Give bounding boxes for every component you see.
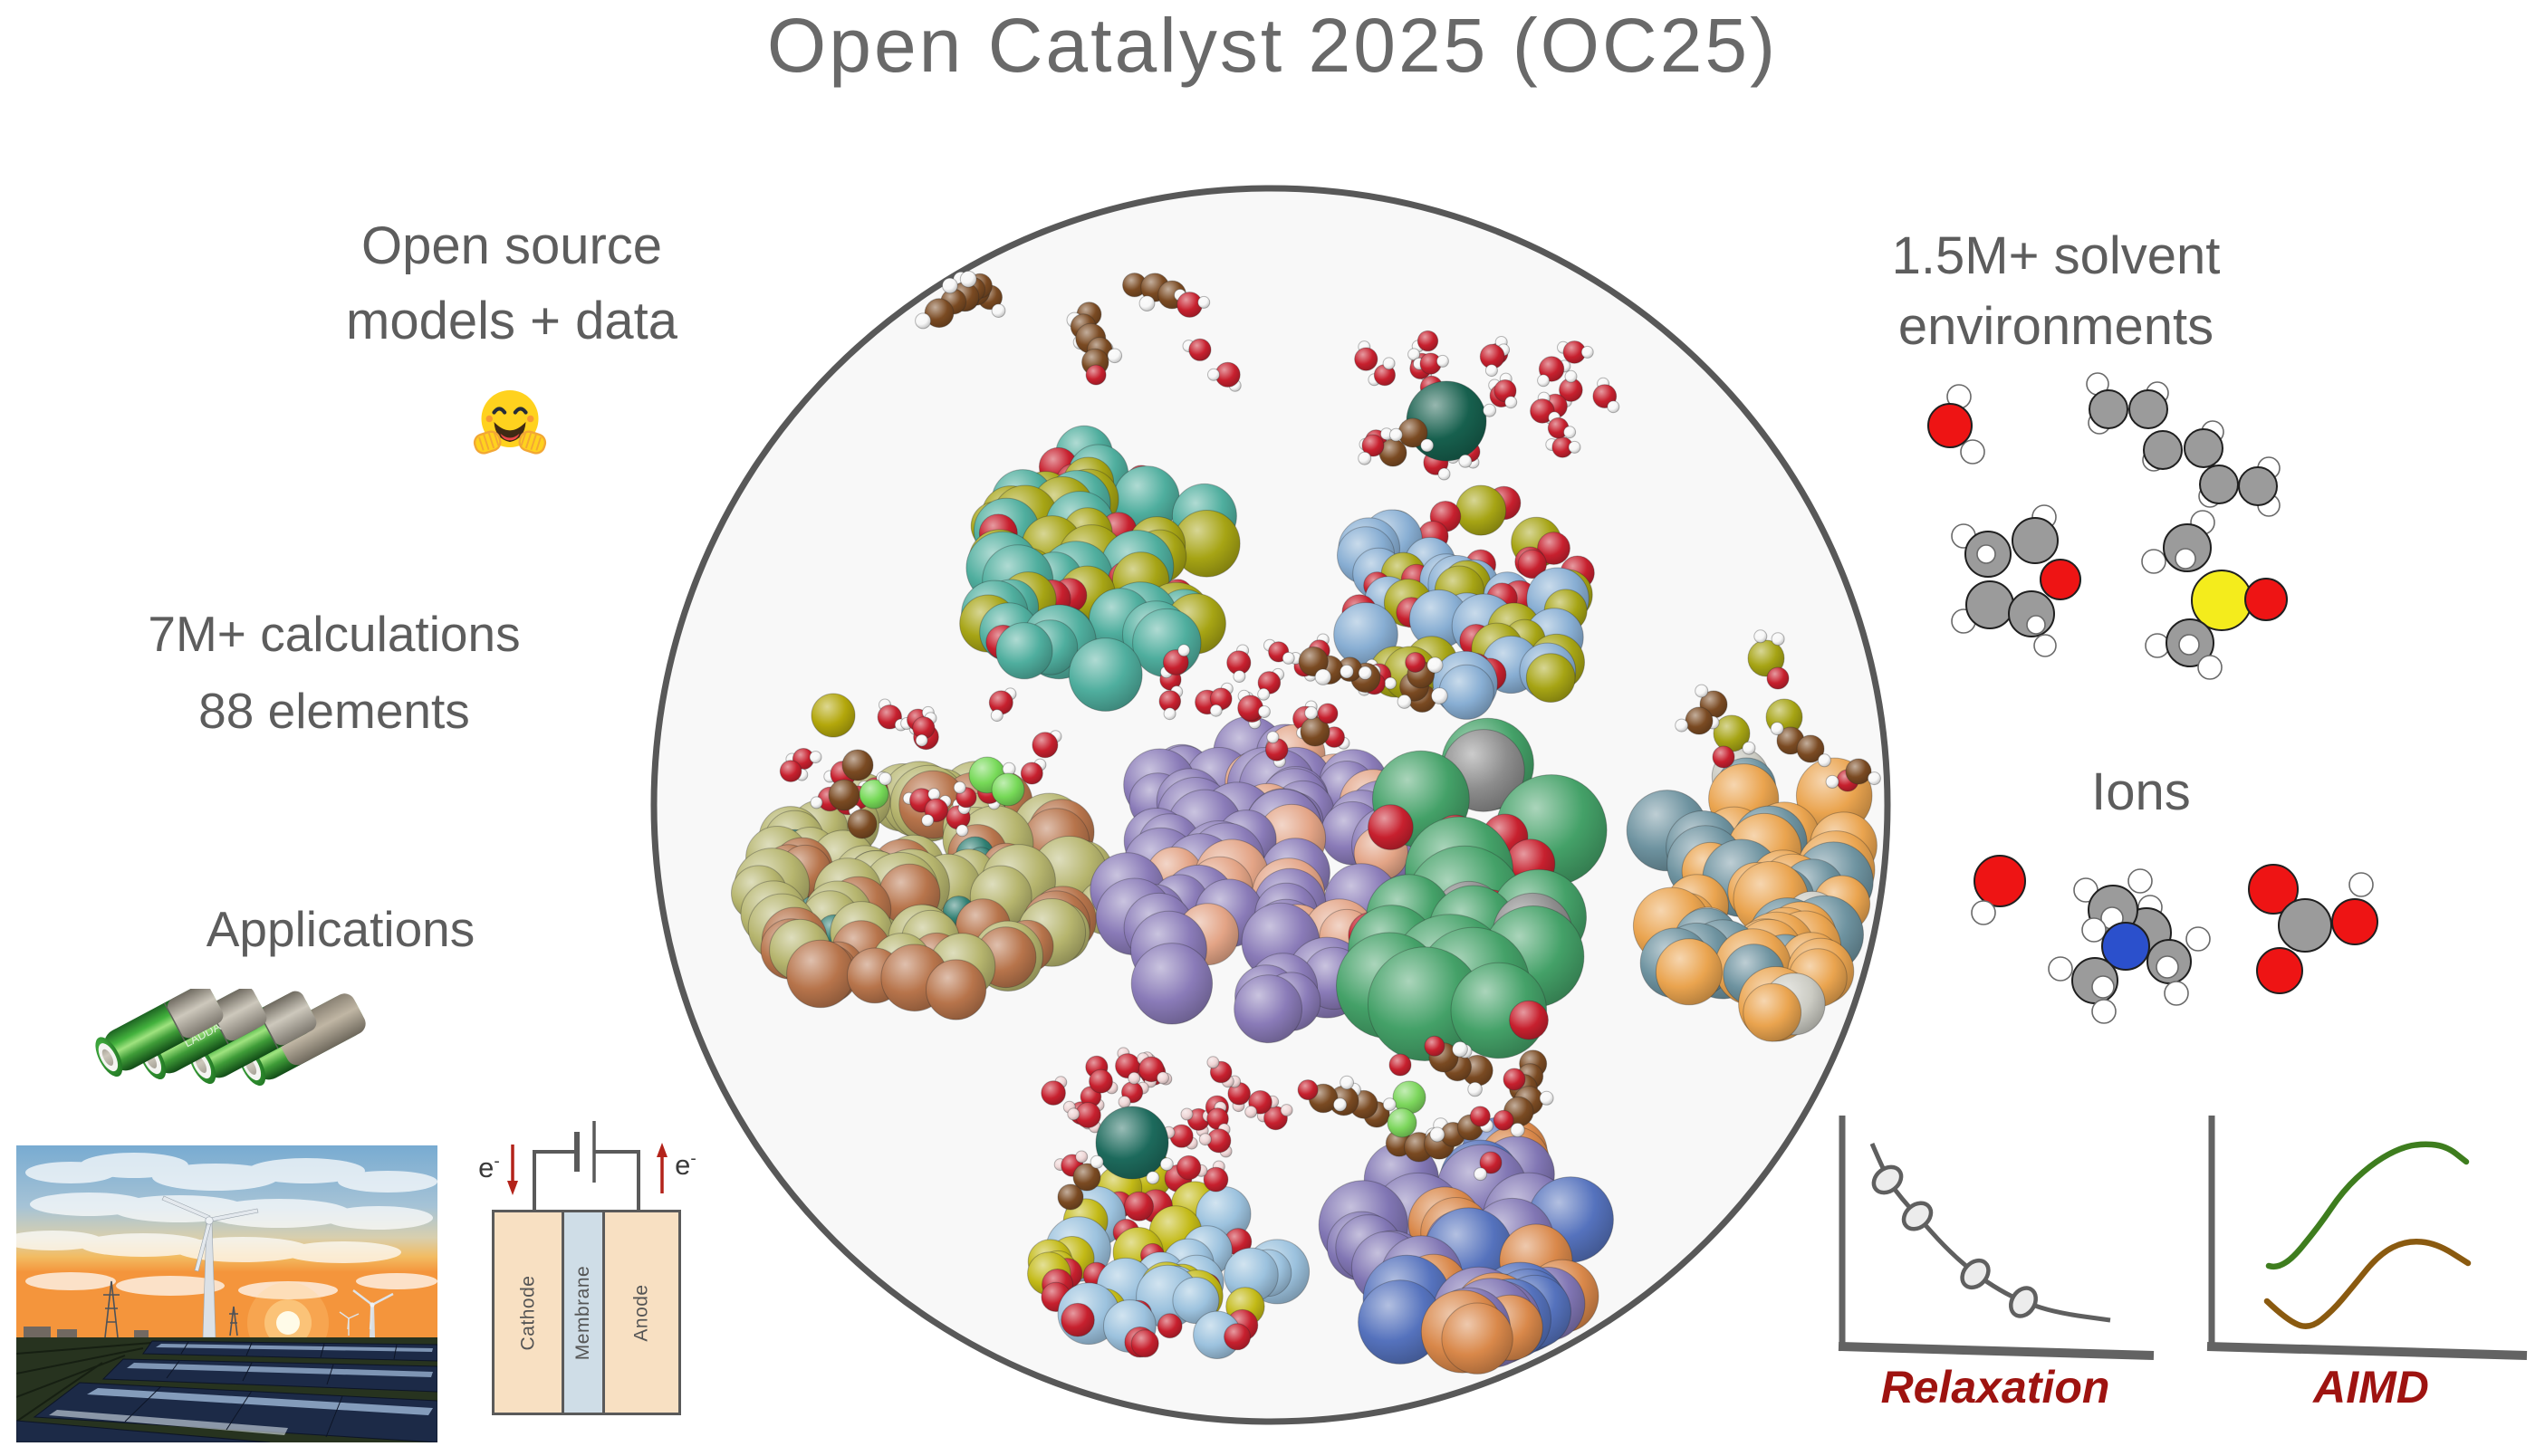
electron-label-right: e- [675,1149,696,1181]
anode-region: Anode [605,1212,678,1413]
central-circle [650,185,1891,1425]
cluster-bottom-left [1027,1047,1311,1360]
battery-3 [188,991,317,1084]
dmso-molecule [2141,510,2288,680]
clouds [16,1153,437,1299]
relaxation-step-marker [1901,1201,1934,1231]
distant-buildings [24,1327,149,1337]
electron-label-left: e- [478,1152,500,1183]
calculations-line2: 88 elements [198,683,470,739]
cluster-top-right [1333,330,1620,720]
fuel-cell-circuit [507,1121,667,1210]
solvent-line2: environments [1897,297,2214,356]
open-source-line1: Open source [360,216,663,275]
relaxation-step-marker [1960,1258,1991,1290]
solvent-line1: 1.5M+ solvent [1891,226,2221,285]
cathode-region: Cathode [495,1212,562,1413]
open-source-caption: Open source models + data [240,208,783,359]
aimd-brown-curve [2263,1239,2472,1329]
aimd-label: AIMD [2313,1362,2429,1413]
cluster-mid-right [1298,647,1608,1061]
cluster-bottom-right [1297,1035,1614,1375]
cluster-mid-center [1090,633,1429,1044]
solar-panels [16,1340,437,1442]
cluster-top-left [915,270,1242,712]
hugging-face-emoji [473,390,547,455]
relaxation-label: Relaxation [1880,1362,2110,1413]
batteries-image: LADDA [95,989,366,1086]
wind-turbine-tiny [339,1311,360,1336]
energy-photo-art [16,1145,437,1442]
aimd-graph [2206,1116,2528,1360]
x-axis [1838,1342,2155,1360]
wind-turbine-large [161,1195,259,1338]
fuel-cell-stack: Cathode Membrane Anode [492,1210,681,1415]
cluster-mid-far-right [1626,629,1881,1042]
anode-label: Anode [630,1283,652,1342]
calculations-line1: 7M+ calculations [148,606,521,662]
relaxation-curve [1869,1143,2111,1323]
calculations-caption: 7M+ calculations 88 elements [62,596,606,750]
membrane-label: Membrane [572,1265,594,1360]
relaxation-graph [1838,1116,2155,1360]
membrane-region: Membrane [562,1212,605,1413]
page-title: Open Catalyst 2025 (OC25) [766,3,1779,88]
renewable-energy-image [16,1145,437,1442]
battery-2: LADDA [139,989,267,1079]
ions-caption: Ions [2091,762,2191,821]
alkane-chain-molecule [2086,372,2281,517]
water-molecule [1927,384,1985,465]
power-pylon [103,1280,238,1338]
cluster-mid-left [731,687,1133,1020]
cyclic-ether-molecule [1951,504,2081,657]
relaxation-step-marker [1871,1164,1904,1195]
relaxation-step-marker [2009,1286,2038,1318]
x-axis [2206,1342,2528,1360]
aimd-green-curve [2265,1141,2470,1270]
field-furrows [16,1342,153,1422]
bicarbonate-ion [2248,864,2378,994]
hydroxide-ion [1971,855,2026,925]
open-source-line2: models + data [346,292,677,350]
applications-caption: Applications [206,901,475,957]
electron-arrow-down [507,1145,518,1195]
battery-1 [95,989,224,1077]
cathode-label: Cathode [517,1275,538,1350]
organic-cation [2048,868,2211,1024]
wind-turbine-small [352,1289,394,1337]
solvent-caption: 1.5M+ solvent environments [1784,221,2328,362]
